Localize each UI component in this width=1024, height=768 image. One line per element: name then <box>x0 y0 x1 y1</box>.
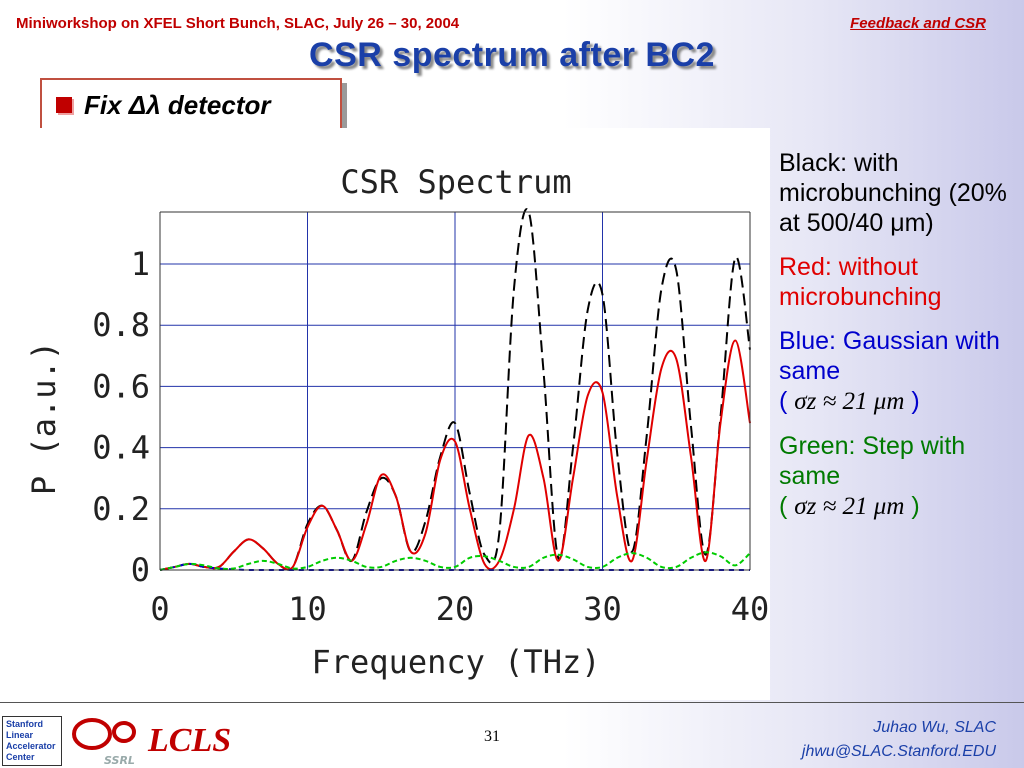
grid <box>160 212 750 570</box>
x-tick-label: 10 <box>288 590 327 628</box>
slac-line-4: Center <box>6 752 35 762</box>
y-axis-label: P (a.u.) <box>25 341 63 495</box>
legend-blue-close: ) <box>911 387 920 415</box>
x-tick-label: 30 <box>583 590 622 628</box>
legend-green-text: Green: Step with same <box>779 432 966 490</box>
y-tick-label: 0.2 <box>92 490 150 528</box>
slac-line-1: Stanford <box>6 719 43 729</box>
chart-panel: 0 10 20 30 40 0 0.2 0.4 0.6 0.8 1 CSR Spectrum Fre… <box>0 128 770 700</box>
legend-blue-sigma: σz ≈ 21 μm <box>794 388 905 415</box>
csr-spectrum-chart: 0 10 20 30 40 0 0.2 0.4 0.6 0.8 1 CSR Spectrum Fre… <box>25 163 769 681</box>
author-email[interactable]: jhwu@SLAC.Stanford.EDU <box>801 743 996 760</box>
bullet-square-icon <box>56 97 72 113</box>
x-tick-label: 0 <box>150 590 169 628</box>
y-tick-label: 0.6 <box>92 367 150 405</box>
chart-title: CSR Spectrum <box>340 163 571 201</box>
slide-title: CSR spectrum after BC2 <box>309 36 715 74</box>
author-block: Juhao Wu, SLAC jhwu@SLAC.Stanford.EDU <box>802 716 996 764</box>
plot-frame <box>159 211 751 571</box>
lcls-logo: LCLS <box>148 722 232 759</box>
legend: Black: with microbunching (20% at 500/40… <box>779 148 1019 536</box>
header-topic-link[interactable]: Feedback and CSR <box>850 15 986 32</box>
tick-labels: 0 10 20 30 40 0 0.2 0.4 0.6 0.8 1 <box>92 245 769 628</box>
y-tick-label: 0.4 <box>92 429 150 467</box>
legend-black: Black: with microbunching (20% at 500/40… <box>779 149 1007 237</box>
slac-line-2: Linear <box>6 730 34 740</box>
slac-logo: Stanford Linear Accelerator Center <box>2 716 62 766</box>
bullet-callout: Fix Δλ detector <box>40 78 342 132</box>
footer-divider <box>0 702 1024 703</box>
series-line-3 <box>159 551 751 571</box>
legend-blue: Blue: Gaussian with same ( σz ≈ 21 μm ) <box>779 326 1019 417</box>
legend-green: Green: Step with same ( σz ≈ 21 μm ) <box>779 431 1019 522</box>
series-line-1 <box>159 339 751 571</box>
y-tick-label: 0.8 <box>92 306 150 344</box>
y-tick-label: 0 <box>131 551 150 589</box>
bullet-text: Fix Δλ detector <box>84 89 271 120</box>
ssrl-logo: SSRL <box>72 718 136 767</box>
author-name: Juhao Wu, SLAC <box>873 719 996 736</box>
legend-green-open: ( <box>779 492 788 520</box>
legend-red: Red: without microbunching <box>779 253 942 311</box>
x-tick-label: 40 <box>731 590 770 628</box>
legend-blue-text: Blue: Gaussian with same <box>779 327 1000 385</box>
header-workshop: Miniworkshop on XFEL Short Bunch, SLAC, … <box>16 15 460 32</box>
legend-blue-open: ( <box>779 387 788 415</box>
legend-green-close: ) <box>911 492 920 520</box>
y-tick-label: 1 <box>131 245 150 283</box>
ssrl-label: SSRL <box>104 754 135 767</box>
page-number: 31 <box>484 728 500 745</box>
x-axis-label: Frequency (THz) <box>312 643 601 681</box>
slac-line-3: Accelerator <box>6 741 56 751</box>
x-tick-label: 20 <box>436 590 475 628</box>
series-line-0 <box>159 208 751 571</box>
legend-green-sigma: σz ≈ 21 μm <box>794 493 905 520</box>
